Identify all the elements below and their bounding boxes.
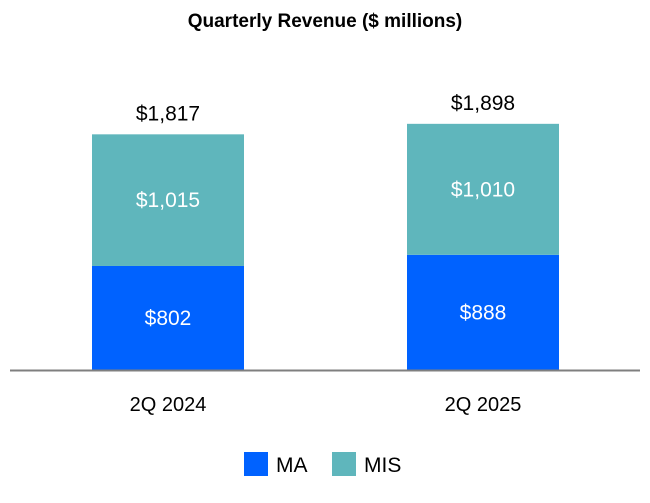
bar-mis [92,134,244,266]
bar-mis [407,123,559,255]
legend-label: MIS [364,454,401,477]
data-label: $888 [460,301,507,324]
x-tick-label: 2Q 2025 [445,394,522,416]
legend-swatch-mis [332,452,356,476]
legend-swatch-ma [244,452,268,476]
x-tick-label: 2Q 2024 [130,394,207,416]
total-label: $1,817 [136,102,200,125]
total-label: $1,898 [451,92,515,115]
chart-title: Quarterly Revenue ($ millions) [188,11,463,32]
data-label: $1,010 [451,178,515,201]
data-label: $1,015 [136,189,200,212]
bar-ma [92,265,244,370]
legend: MA MIS [244,452,401,477]
data-label: $802 [145,307,192,330]
legend-label: MA [276,454,308,477]
bar-ma [407,254,559,370]
